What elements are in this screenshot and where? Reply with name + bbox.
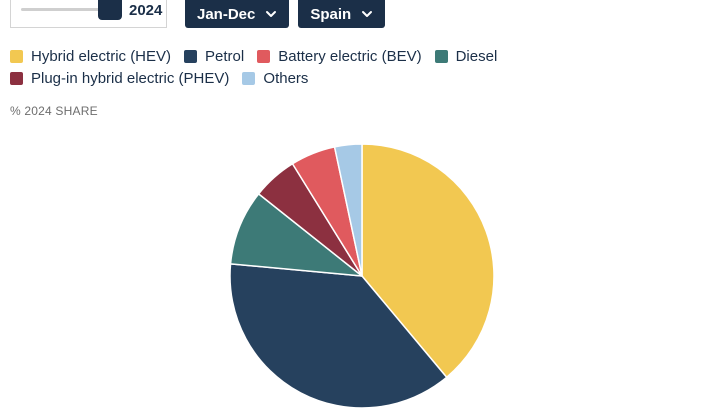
pie-slice-petrol[interactable] [229,263,448,409]
legend-swatch [242,71,256,85]
legend-label: Others [263,69,309,87]
period-dropdown-label: Jan-Dec [197,5,256,23]
legend-label: Battery electric (BEV) [278,47,422,65]
pie-slice-others[interactable] [333,143,363,277]
legend-label: Hybrid electric (HEV) [31,47,172,65]
pie-slice-hybrid-electric-hev[interactable] [361,143,495,379]
filter-controls: 2024 Jan-Dec Spain [10,0,386,28]
legend-swatch [10,49,23,63]
legend-item[interactable]: Battery electric (BEV) [257,47,422,65]
legend-swatch [434,49,448,63]
year-slider[interactable]: 2024 [10,0,167,28]
country-dropdown[interactable]: Spain [298,0,386,28]
legend-item[interactable]: Others [242,69,308,87]
chevron-down-icon [362,11,373,17]
chevron-down-icon [266,11,277,17]
country-dropdown-label: Spain [310,5,352,23]
legend-swatch [184,49,198,63]
slider-track[interactable] [21,8,107,11]
legend-label: Diesel [455,47,498,65]
period-dropdown[interactable]: Jan-Dec [185,0,290,28]
legend-item[interactable]: Hybrid electric (HEV) [10,47,171,65]
legend-label: Petrol [205,47,245,65]
legend-swatch [257,49,271,63]
legend-item[interactable]: Plug-in hybrid electric (PHEV) [10,69,229,87]
year-value: 2024 [129,2,163,19]
legend-item[interactable]: Diesel [434,47,498,65]
slider-thumb[interactable] [98,0,122,20]
legend-label: Plug-in hybrid electric (PHEV) [31,69,230,87]
legend-item[interactable]: Petrol [184,47,244,65]
chart-subtitle: % 2024 SHARE [10,104,98,118]
chart-legend: Hybrid electric (HEV) Petrol Battery elect… [10,47,718,87]
legend-swatch [10,71,23,85]
